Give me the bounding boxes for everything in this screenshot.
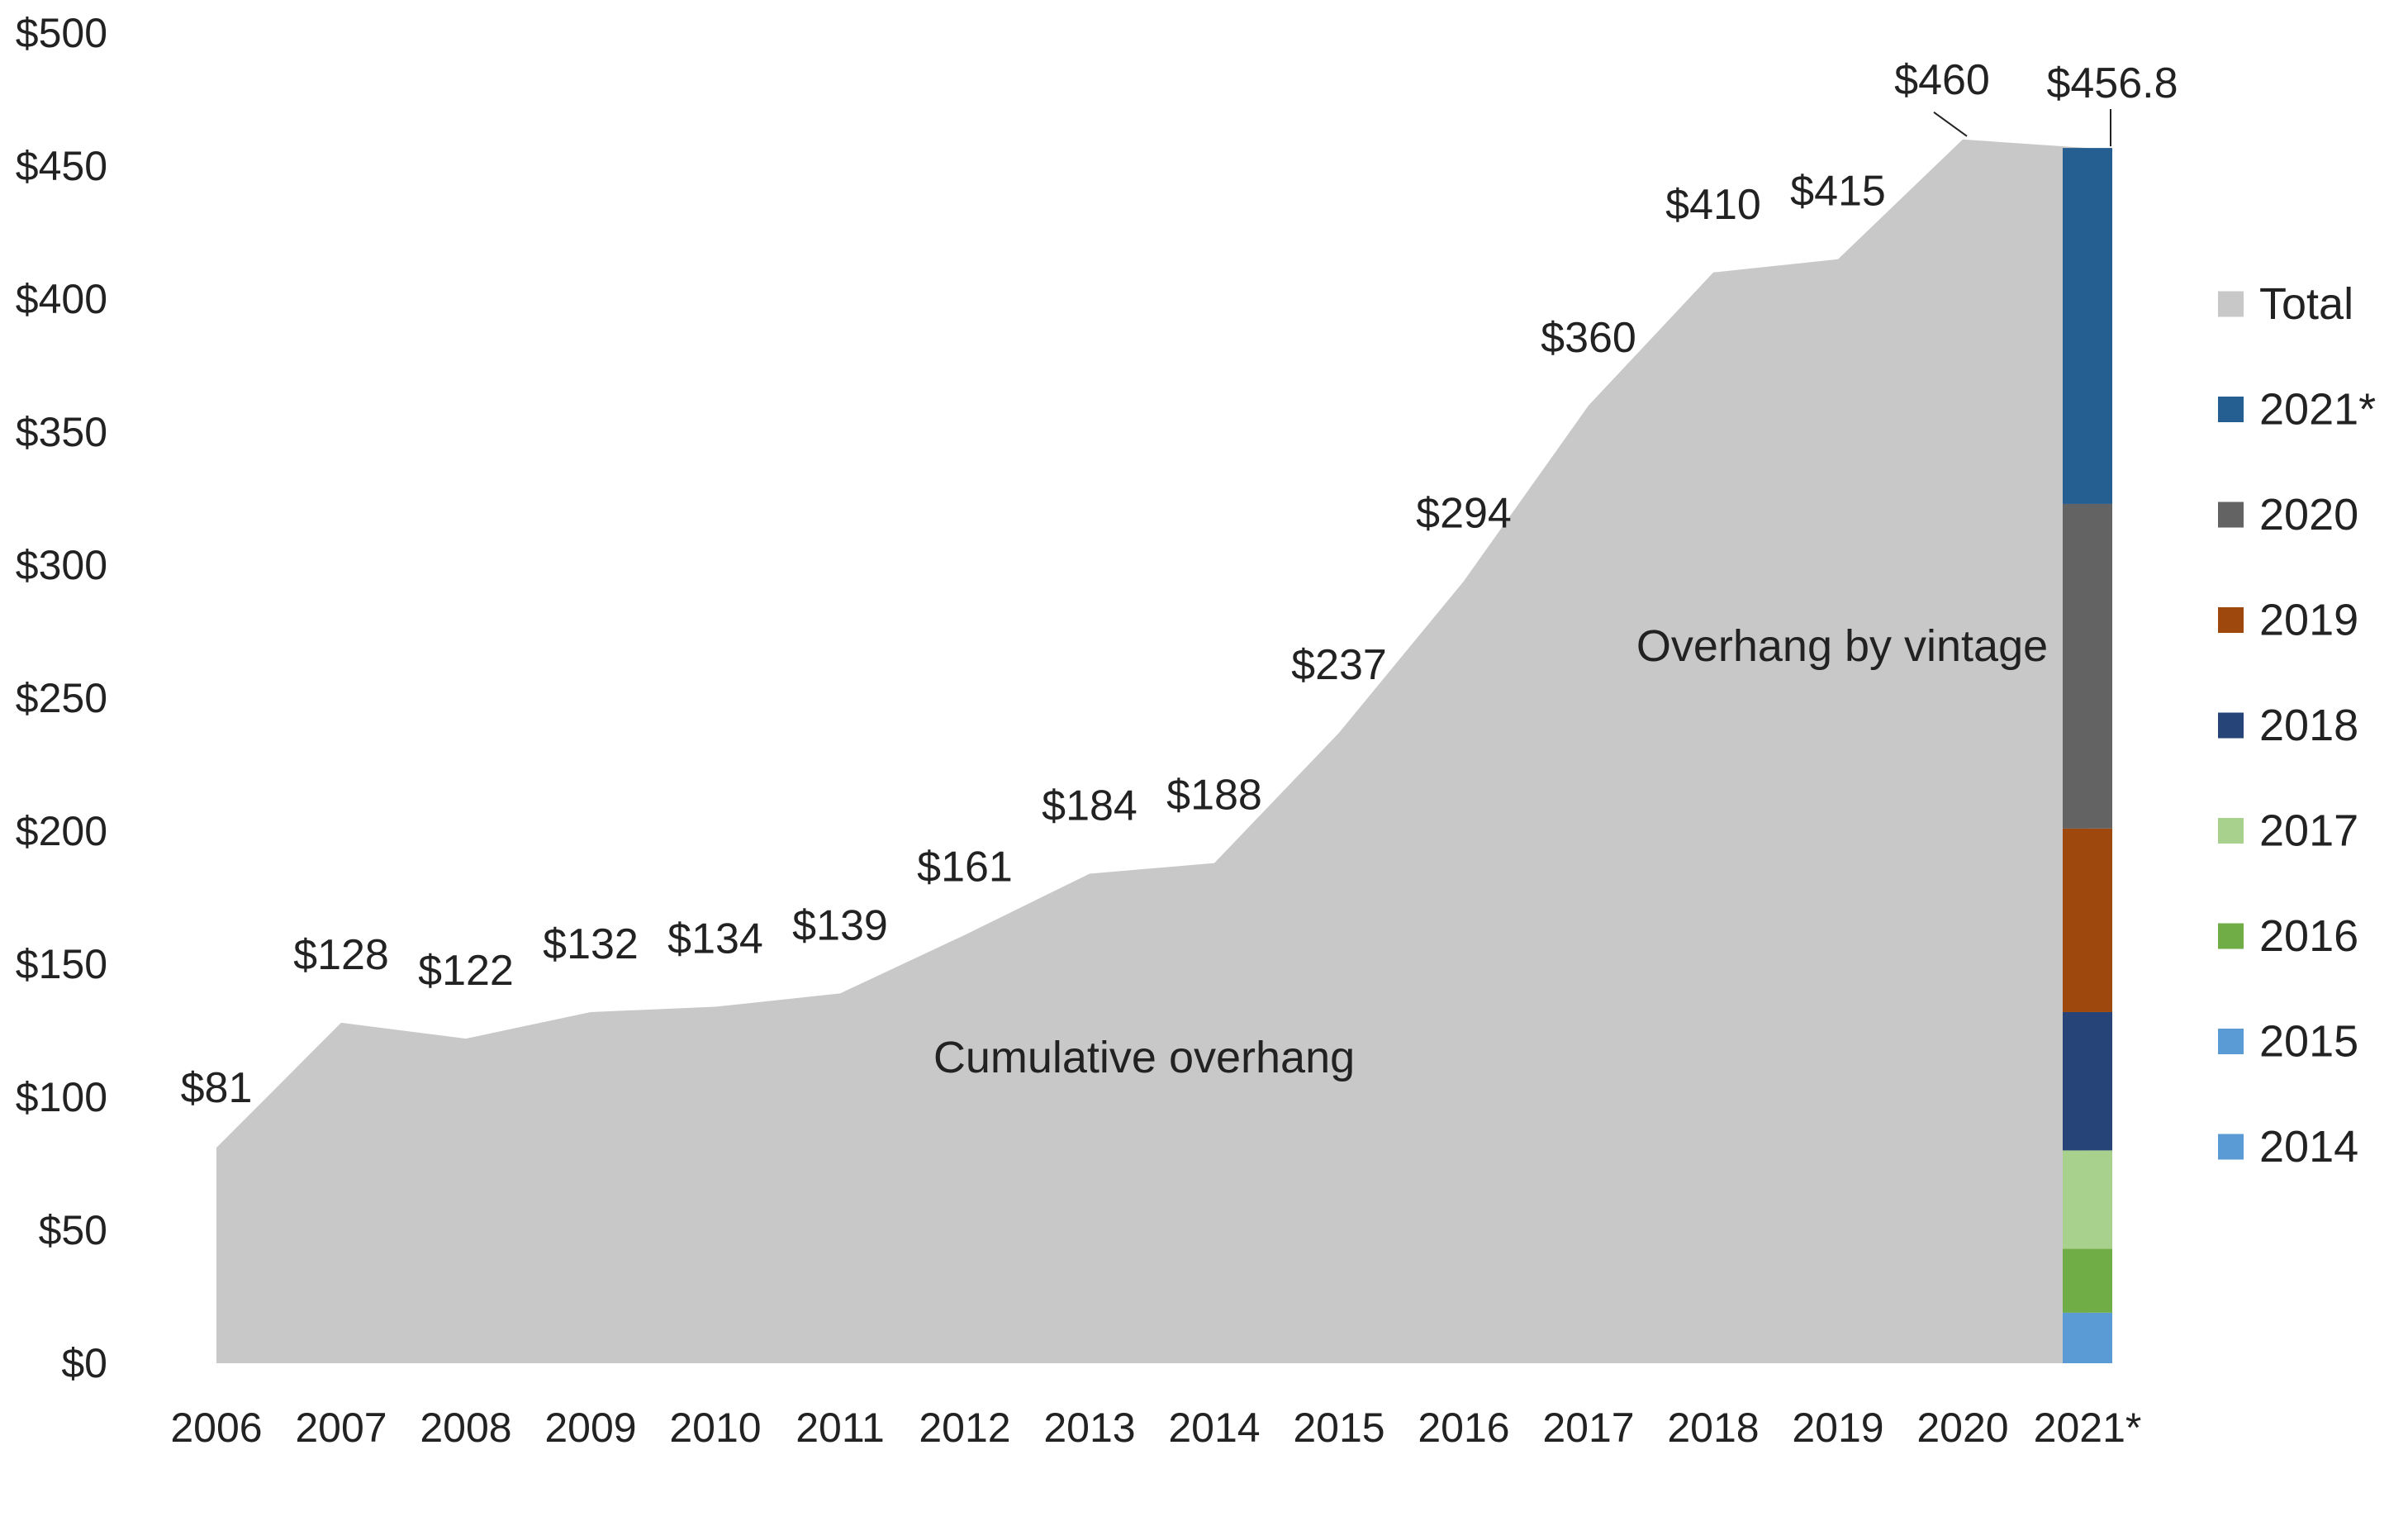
- x-tick-label: 2011: [796, 1405, 885, 1451]
- cumulative-overhang-label: Cumulative overhang: [933, 1033, 1355, 1082]
- bar-segment-2019: [2063, 828, 2112, 1012]
- bar-segment-2017: [2063, 1150, 2112, 1249]
- x-tick-label: 2007: [295, 1405, 387, 1451]
- legend-label: 2021*: [2259, 385, 2376, 435]
- x-tick-label: 2021*: [2034, 1405, 2142, 1451]
- data-label: $188: [1166, 772, 1262, 820]
- y-tick-label: $250: [16, 675, 107, 721]
- x-tick-label: 2020: [1916, 1405, 2008, 1451]
- x-tick-label: 2013: [1043, 1405, 1135, 1451]
- y-axis: $0 $50 $100 $150 $200 $250 $300 $350 $400 $450 $50…: [16, 10, 107, 1386]
- x-tick-label: 2010: [669, 1405, 761, 1451]
- data-label: $134: [667, 915, 763, 963]
- data-label: $122: [418, 947, 514, 995]
- legend-swatch: [2218, 607, 2244, 633]
- x-tick-label: 2008: [420, 1405, 511, 1451]
- y-tick-label: $450: [16, 143, 107, 189]
- legend-swatch: [2218, 502, 2244, 528]
- y-tick-label: $50: [39, 1207, 107, 1253]
- legend-label: 2015: [2259, 1017, 2358, 1067]
- y-tick-label: $150: [16, 941, 107, 987]
- data-label: $294: [1416, 489, 1512, 537]
- legend: Total 2021* 2020 2019 2018 2017 2016 2015 2014: [2218, 279, 2376, 1172]
- x-tick-label: 2017: [1542, 1405, 1634, 1451]
- legend-label: 2019: [2259, 596, 2358, 645]
- bar-segment-2020: [2063, 503, 2112, 829]
- total-area: [216, 139, 2087, 1363]
- x-tick-label: 2009: [544, 1405, 636, 1451]
- legend-label: 2020: [2259, 490, 2358, 540]
- overhang-by-vintage-label: Overhang by vintage: [1636, 621, 2048, 671]
- y-tick-label: $500: [16, 10, 107, 56]
- legend-swatch: [2218, 291, 2244, 317]
- bar-segment-2021star: [2063, 148, 2112, 504]
- x-tick-label: 2019: [1792, 1405, 1883, 1451]
- legend-swatch: [2218, 1134, 2244, 1160]
- data-labels: $81 $128 $122 $132 $134 $139 $161 $184 $188 $237 $…: [181, 56, 2178, 1112]
- data-label: $360: [1541, 314, 1636, 362]
- legend-label: 2017: [2259, 806, 2358, 856]
- legend-swatch: [2218, 397, 2244, 422]
- data-label: $132: [543, 920, 639, 968]
- legend-label: 2014: [2259, 1122, 2358, 1172]
- legend-label: Total: [2259, 279, 2353, 329]
- legend-label: 2018: [2259, 701, 2358, 750]
- total-area-layer: [216, 139, 2087, 1363]
- x-axis: 2006 2007 2008 2009 2010 2011 2012 2013 2014 2015…: [170, 1405, 2141, 1451]
- x-tick-label: 2012: [919, 1405, 1010, 1451]
- data-label: $184: [1042, 782, 1138, 830]
- y-tick-label: $100: [16, 1074, 107, 1120]
- data-label: $410: [1665, 181, 1761, 229]
- x-tick-label: 2006: [170, 1405, 262, 1451]
- legend-label: 2016: [2259, 911, 2358, 961]
- x-tick-label: 2014: [1168, 1405, 1260, 1451]
- leader-line: [1933, 111, 1968, 137]
- legend-swatch: [2218, 1029, 2244, 1054]
- x-tick-label: 2018: [1667, 1405, 1759, 1451]
- y-tick-label: $350: [16, 409, 107, 455]
- bar-segment-2016: [2063, 1248, 2112, 1313]
- data-label: $237: [1291, 641, 1387, 689]
- y-tick-label: $300: [16, 542, 107, 588]
- data-label: $139: [792, 901, 888, 949]
- legend-swatch: [2218, 923, 2244, 949]
- y-tick-label: $400: [16, 276, 107, 322]
- data-label: $81: [181, 1064, 253, 1112]
- bar-segment-2015: [2063, 1312, 2112, 1363]
- vintage-stacked-bar: [2063, 148, 2112, 1363]
- y-tick-label: $200: [16, 808, 107, 854]
- data-label: $128: [293, 931, 389, 979]
- data-label: $161: [917, 844, 1013, 891]
- x-tick-label: 2015: [1293, 1405, 1384, 1451]
- legend-swatch: [2218, 818, 2244, 844]
- data-label: $456.8: [2046, 59, 2178, 107]
- legend-swatch: [2218, 712, 2244, 739]
- x-tick-label: 2016: [1418, 1405, 1509, 1451]
- data-label: $460: [1894, 56, 1990, 104]
- data-label: $415: [1790, 168, 1886, 216]
- y-tick-label: $0: [61, 1340, 107, 1386]
- bar-segment-2018: [2063, 1011, 2112, 1151]
